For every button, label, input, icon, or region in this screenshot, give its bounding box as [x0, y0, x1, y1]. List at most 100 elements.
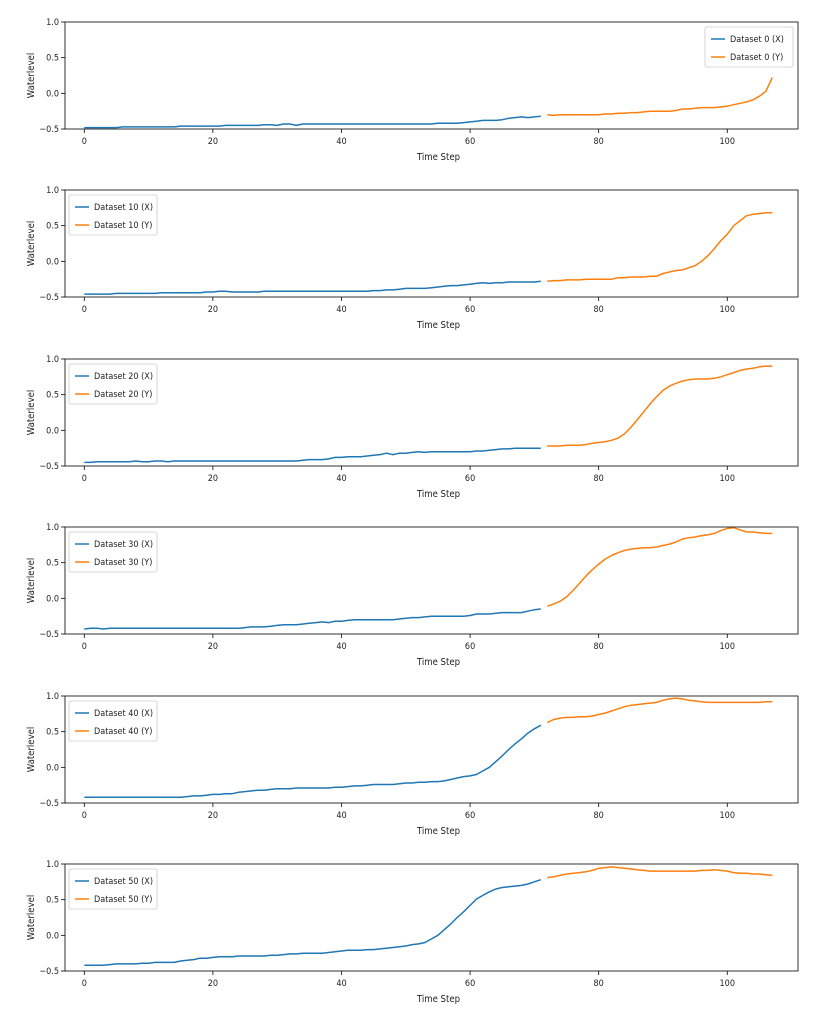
series-line	[84, 115, 541, 129]
x-axis-label: Time Step	[416, 826, 460, 837]
legend-label: Dataset 40 (X)	[94, 709, 153, 719]
series-line	[84, 724, 542, 799]
subplot-3: 0 20 40 60 80 100 −0.5 0.0 0.5 1.0 Time Step Waterl…	[26, 523, 799, 668]
x-tick-label: 100	[720, 811, 735, 821]
x-tick-label: 0	[82, 979, 87, 989]
x-tick-label: 20	[208, 474, 218, 484]
x-tick-label: 60	[465, 642, 475, 652]
y-tick-label: 0.0	[46, 257, 59, 267]
x-tick-label: 80	[594, 305, 604, 315]
x-tick-label: 100	[720, 137, 735, 147]
x-tick-label: 40	[336, 979, 346, 989]
x-tick-label: 40	[336, 642, 346, 652]
legend-label: Dataset 50 (X)	[94, 877, 153, 887]
y-tick-label: 0.5	[46, 896, 59, 906]
y-tick-label: −0.5	[39, 799, 59, 809]
y-axis-label: Waterlevel	[26, 895, 37, 941]
legend-label: Dataset 10 (X)	[94, 203, 153, 213]
x-tick-label: 20	[208, 137, 218, 147]
legend-label: Dataset 20 (X)	[94, 372, 153, 382]
legend-box	[68, 363, 158, 405]
y-tick-label: 1.0	[46, 186, 59, 196]
x-axis-label: Time Step	[416, 657, 460, 668]
x-tick-label: 0	[82, 642, 87, 652]
x-tick-label: 100	[720, 305, 735, 315]
x-axis-label: Time Step	[416, 320, 460, 331]
x-tick-label: 40	[336, 305, 346, 315]
series-line	[547, 77, 773, 117]
legend: Dataset 50 (X) Dataset 50 (Y)	[68, 868, 158, 910]
legend-label: Dataset 30 (Y)	[94, 558, 152, 568]
x-tick-label: 60	[465, 474, 475, 484]
legend: Dataset 0 (X) Dataset 0 (Y)	[704, 26, 794, 68]
legend: Dataset 30 (X) Dataset 30 (Y)	[68, 531, 158, 573]
subplot-0: 0 20 40 60 80 100 −0.5 0.0 0.5 1.0 Time Step Waterl…	[26, 18, 799, 163]
x-tick-label: 60	[465, 305, 475, 315]
y-tick-label: −0.5	[39, 630, 59, 640]
x-tick-label: 60	[465, 811, 475, 821]
x-tick-label: 80	[594, 137, 604, 147]
x-tick-label: 20	[208, 642, 218, 652]
y-tick-label: 1.0	[46, 860, 59, 870]
y-axis-label: Waterlevel	[26, 390, 37, 436]
y-axis-label: Waterlevel	[26, 53, 37, 99]
y-axis-label: Waterlevel	[26, 727, 37, 773]
x-tick-label: 0	[82, 811, 87, 821]
x-tick-label: 20	[208, 811, 218, 821]
x-tick-label: 0	[82, 305, 87, 315]
legend: Dataset 10 (X) Dataset 10 (Y)	[68, 194, 158, 236]
series-line	[547, 212, 773, 283]
y-tick-label: 0.5	[46, 391, 59, 401]
y-tick-label: −0.5	[39, 967, 59, 977]
x-tick-label: 0	[82, 137, 87, 147]
legend-box	[68, 868, 158, 910]
x-tick-label: 100	[720, 474, 735, 484]
x-tick-label: 100	[720, 642, 735, 652]
legend-box	[68, 700, 158, 742]
x-tick-label: 80	[594, 811, 604, 821]
x-tick-label: 20	[208, 305, 218, 315]
series-line	[84, 447, 541, 464]
x-tick-label: 60	[465, 979, 475, 989]
x-tick-label: 80	[594, 474, 604, 484]
y-tick-label: 1.0	[46, 18, 59, 28]
legend: Dataset 40 (X) Dataset 40 (Y)	[68, 700, 158, 742]
x-tick-label: 20	[208, 979, 218, 989]
subplot-1: 0 20 40 60 80 100 −0.5 0.0 0.5 1.0 Time Step Waterl…	[26, 186, 799, 331]
x-tick-label: 40	[336, 474, 346, 484]
subplot-4: 0 20 40 60 80 100 −0.5 0.0 0.5 1.0 Time Step Waterl…	[26, 692, 799, 837]
y-axis-label: Waterlevel	[26, 558, 37, 604]
y-tick-label: 0.0	[46, 89, 59, 99]
axes-frame	[64, 358, 799, 467]
x-axis-label: Time Step	[416, 152, 460, 163]
y-tick-label: −0.5	[39, 293, 59, 303]
y-tick-label: 0.5	[46, 222, 59, 232]
legend-box	[68, 531, 158, 573]
x-tick-label: 80	[594, 979, 604, 989]
legend-box	[704, 26, 794, 68]
y-tick-label: 0.0	[46, 594, 59, 604]
legend-label: Dataset 50 (Y)	[94, 895, 152, 905]
series-line	[546, 526, 773, 607]
x-tick-label: 0	[82, 474, 87, 484]
y-tick-label: 0.5	[46, 54, 59, 64]
series-line	[547, 866, 773, 879]
axes-frame	[64, 695, 799, 804]
subplot-5: 0 20 40 60 80 100 −0.5 0.0 0.5 1.0 Time Step Waterl…	[26, 860, 799, 1005]
x-tick-label: 40	[336, 811, 346, 821]
legend-label: Dataset 10 (Y)	[94, 221, 152, 231]
x-tick-label: 80	[594, 642, 604, 652]
axes-frame	[64, 21, 799, 130]
legend: Dataset 20 (X) Dataset 20 (Y)	[68, 363, 158, 405]
legend-label: Dataset 20 (Y)	[94, 390, 152, 400]
x-tick-label: 60	[465, 137, 475, 147]
legend-label: Dataset 40 (Y)	[94, 727, 152, 737]
legend-label: Dataset 0 (Y)	[730, 53, 783, 63]
y-tick-label: 0.5	[46, 559, 59, 569]
subplot-2: 0 20 40 60 80 100 −0.5 0.0 0.5 1.0 Time Step Waterl…	[26, 355, 799, 500]
series-line	[84, 878, 542, 967]
y-tick-label: 0.0	[46, 426, 59, 436]
y-tick-label: 1.0	[46, 692, 59, 702]
axes-frame	[64, 863, 799, 972]
x-tick-label: 100	[720, 979, 735, 989]
